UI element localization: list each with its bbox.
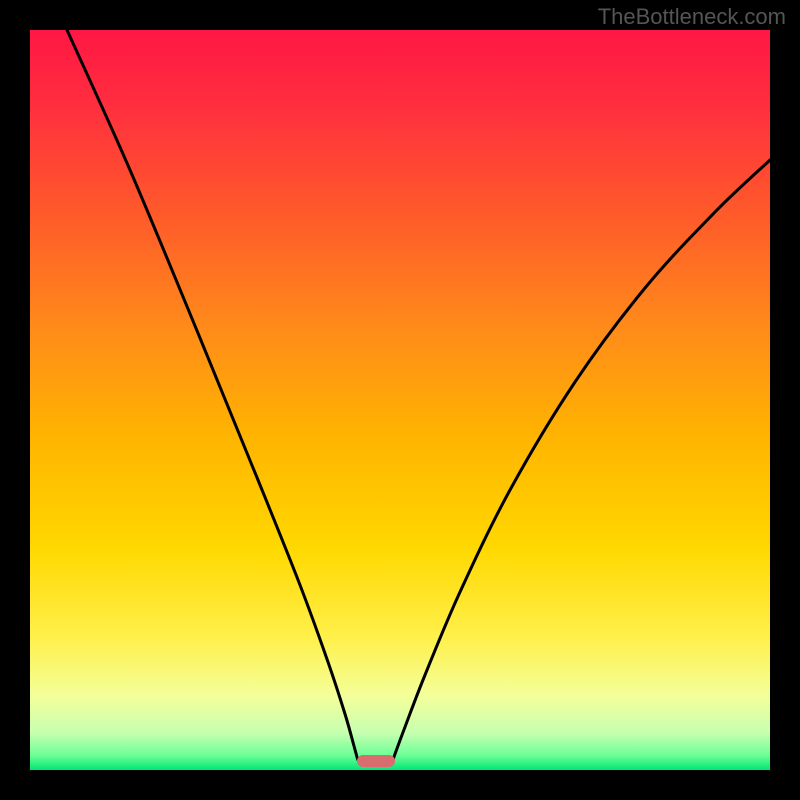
chart-background-gradient [30, 30, 770, 770]
bottleneck-chart [0, 0, 800, 800]
bottleneck-marker [357, 755, 395, 767]
chart-container: TheBottleneck.com [0, 0, 800, 800]
watermark-text: TheBottleneck.com [598, 4, 786, 30]
